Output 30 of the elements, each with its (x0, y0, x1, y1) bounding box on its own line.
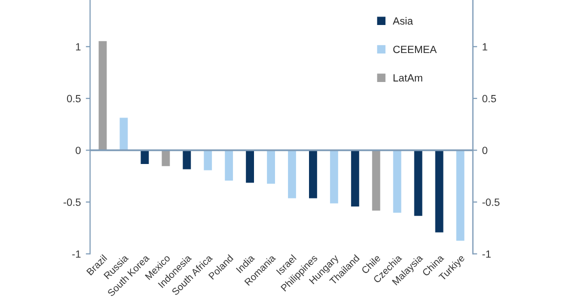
legend-label: LatAm (394, 74, 422, 82)
y-tick-label: -1 (72, 250, 81, 258)
legend-label: Asia (392, 16, 414, 25)
bar (266, 150, 276, 186)
legend-label: CEEMEA (393, 46, 437, 54)
y-tick-label: 0.5 (66, 94, 81, 102)
bar (434, 150, 445, 234)
bar (350, 150, 361, 208)
bar (244, 150, 256, 184)
bar (286, 150, 298, 200)
y2-tick-label: 0.5 (482, 94, 496, 102)
y2-tick-label: 0 (482, 146, 488, 154)
y-tick-label: 1 (76, 43, 81, 50)
y2-tick-label: 1 (482, 43, 488, 50)
bar (454, 150, 466, 242)
y-tick-label: -0.5 (64, 198, 81, 206)
y2-tick-label: -1 (482, 250, 491, 258)
bar (181, 150, 192, 171)
bar (328, 150, 340, 205)
y2-tick-label: -0.5 (482, 198, 500, 206)
bar (118, 116, 130, 151)
bar (308, 150, 318, 200)
bar (97, 40, 108, 151)
bar (412, 150, 424, 218)
bar (223, 150, 234, 182)
bar (392, 150, 403, 214)
y-tick-label: 0 (76, 146, 81, 154)
bar (160, 150, 172, 168)
bar (370, 150, 382, 212)
bar (202, 150, 214, 172)
